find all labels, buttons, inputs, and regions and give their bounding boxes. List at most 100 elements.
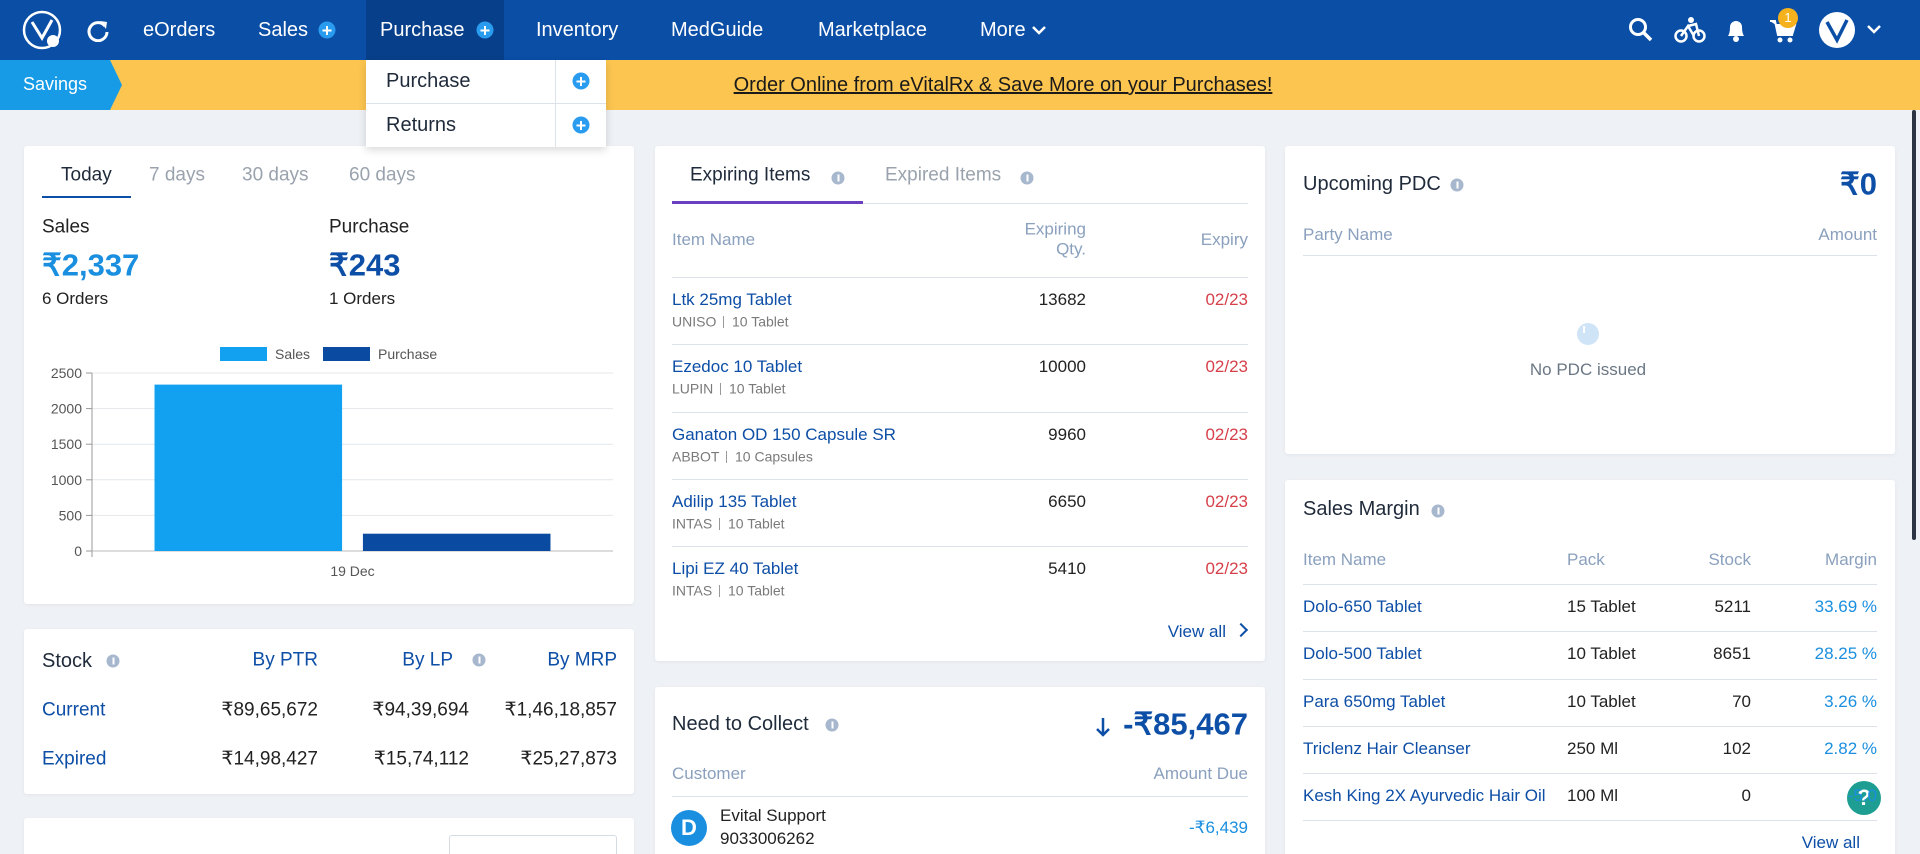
item-pack: 250 Ml	[1567, 738, 1619, 758]
expired-tab[interactable]: Expired Items	[885, 164, 1002, 186]
stock-row-label[interactable]: Expired	[42, 748, 107, 770]
customer-phone: 9033006262	[720, 828, 815, 848]
row-divider	[1303, 773, 1877, 775]
sub-separator	[719, 517, 720, 530]
info-icon	[1020, 171, 1034, 185]
stock-card	[24, 629, 634, 794]
pdc-total: ₹0	[1840, 166, 1877, 202]
refresh-icon[interactable]	[86, 18, 110, 42]
item-expiry: 02/23	[1205, 289, 1248, 309]
banner-link[interactable]: Order Online from eVitalRx & Save More o…	[733, 74, 1273, 96]
item-name[interactable]: Ezedoc 10 Tablet	[672, 357, 803, 377]
item-expiry: 02/23	[1205, 357, 1248, 377]
nav-item[interactable]: More	[980, 19, 1026, 41]
avatar-chevron[interactable]	[1866, 24, 1882, 36]
item-stock: 5211	[1714, 596, 1751, 616]
nav-item[interactable]: Marketplace	[818, 19, 927, 41]
item-name[interactable]: Ltk 25mg Tablet	[672, 289, 792, 309]
tab-underline	[672, 201, 863, 204]
scrollbar[interactable]	[1912, 110, 1916, 540]
avatar[interactable]	[1818, 11, 1858, 51]
column-header: Expiry	[1200, 229, 1248, 249]
view-all[interactable]: View all	[1167, 621, 1226, 641]
help-button[interactable]: ?	[1847, 781, 1881, 815]
item-name[interactable]: Adilip 135 Tablet	[672, 491, 797, 511]
item-name[interactable]: Lipi EZ 40 Tablet	[672, 558, 799, 578]
period-tab[interactable]: 7 days	[149, 164, 205, 186]
stock-column[interactable]: By LP	[402, 649, 453, 671]
item-pack: 10 Tablet	[732, 313, 789, 330]
stock-value: ₹25,27,873	[520, 748, 617, 770]
collect-card	[655, 687, 1265, 854]
collect-title: Need to Collect	[672, 713, 809, 735]
row-divider	[672, 478, 1248, 480]
sub-separator	[719, 585, 720, 598]
item-pack: 10 Tablet	[728, 515, 785, 532]
column-header: Amount Due	[1153, 763, 1249, 783]
item-name[interactable]: Dolo-650 Tablet	[1303, 596, 1422, 616]
search-icon[interactable]	[1628, 17, 1654, 43]
dropdown-add	[572, 72, 590, 90]
tab-underline	[42, 196, 131, 198]
item-qty: 13682	[1038, 289, 1086, 309]
sub-separator	[723, 316, 724, 328]
stock-title: Stock	[42, 650, 93, 672]
stock-column[interactable]: By PTR	[252, 649, 318, 671]
dropdown-item[interactable]: Returns	[386, 114, 457, 136]
margin-card	[1285, 480, 1895, 854]
item-qty: 9960	[1048, 424, 1086, 444]
info-icon	[106, 654, 120, 668]
item-margin: -5.0	[1847, 785, 1877, 805]
expiring-card	[655, 146, 1265, 661]
nav-item[interactable]: Purchase	[380, 19, 465, 41]
stock-value: ₹94,39,694	[372, 699, 469, 721]
period-tab[interactable]: 60 days	[349, 164, 416, 186]
purchase-add	[476, 21, 494, 39]
item-maker: INTAS	[672, 515, 713, 532]
customer-initial: D	[681, 814, 697, 840]
nav-item[interactable]: Inventory	[536, 19, 619, 41]
pdc-title: Upcoming PDC	[1303, 173, 1441, 195]
item-stock: 8651	[1713, 644, 1751, 664]
column-header: Stock	[1708, 549, 1751, 569]
expiring-tab[interactable]: Expiring Items	[690, 164, 811, 186]
row-divider	[672, 411, 1248, 413]
nav-item[interactable]: Sales	[258, 19, 309, 41]
item-name[interactable]: Ganaton OD 150 Capsule SR	[672, 424, 896, 444]
dropdown-add	[572, 116, 590, 134]
item-maker: ABBOT	[672, 448, 720, 465]
bell-icon[interactable]	[1724, 17, 1748, 43]
sales-amount: ₹2,337	[42, 247, 140, 283]
margin-title: Sales Margin	[1303, 498, 1420, 520]
info-icon	[825, 718, 839, 732]
stock-row-label[interactable]: Current	[42, 699, 106, 721]
purchase-amount: ₹243	[329, 247, 401, 283]
logo[interactable]	[22, 10, 62, 50]
delivery-icon[interactable]	[1674, 16, 1706, 44]
item-name[interactable]: Kesh King 2X Ayurvedic Hair Oil	[1303, 785, 1546, 805]
period-tab[interactable]: Today	[61, 164, 112, 186]
item-name[interactable]: Para 650mg Tablet	[1303, 691, 1446, 711]
row-divider	[672, 344, 1248, 346]
purchase-orders: 1 Orders	[329, 288, 396, 308]
dropdown-item[interactable]: Purchase	[386, 70, 471, 92]
nav-item[interactable]: eOrders	[143, 19, 216, 41]
period-tab[interactable]: 30 days	[242, 164, 309, 186]
summary-card	[24, 146, 634, 604]
info-icon	[1431, 504, 1445, 518]
row-divider	[1303, 820, 1877, 821]
row-divider	[1303, 584, 1877, 585]
stock-value: ₹89,65,672	[221, 699, 318, 721]
item-name[interactable]: Dolo-500 Tablet	[1303, 644, 1422, 664]
nav-item[interactable]: MedGuide	[671, 19, 764, 41]
amount-due: -₹6,439	[1188, 817, 1248, 837]
staff-input[interactable]	[449, 835, 617, 854]
cart-badge-bg	[1778, 8, 1798, 28]
item-name[interactable]: Triclenz Hair Cleanser	[1303, 738, 1471, 758]
item-pack: 10 Tablet	[729, 380, 786, 397]
column-header: Margin	[1825, 549, 1877, 569]
view-all[interactable]: View all	[1801, 832, 1860, 852]
stock-column[interactable]: By MRP	[547, 649, 617, 671]
